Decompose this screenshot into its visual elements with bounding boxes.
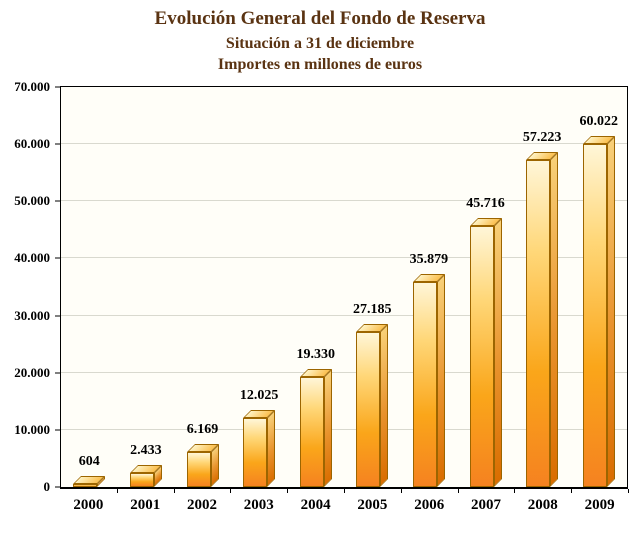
bar-2000: 604 [73,87,106,487]
y-tick-mark [55,200,60,202]
bar-2009: 60.022 [579,87,618,487]
y-tick-label: 10.000 [14,421,50,437]
y-tick-label: 40.000 [14,250,50,266]
x-tick-mark [628,489,629,493]
bar-value-label: 6.169 [186,422,219,437]
x-tick-label-2000: 2000 [73,497,104,513]
bar-value-label: 27.185 [353,302,392,317]
x-tick-label-2002: 2002 [187,497,217,513]
x-tick-mark [116,489,118,493]
y-tick-label: 70.000 [14,79,50,94]
chart-title: Evolución General del Fondo de Reserva [154,8,486,29]
bar-value-label: 35.879 [409,252,449,267]
gridline [61,143,627,145]
x-tick-label-2005: 2005 [357,497,388,513]
chart-subtitle: Situación a 31 de diciembre [225,35,415,52]
bar-front-face [582,144,607,487]
plot-area: 604 2.433 6.169 12.025 19.330 27.185 35.879 45.… [60,86,628,489]
bar-2001: 2.433 [129,87,162,487]
y-tick-mark [55,315,60,317]
bar-2003: 12.025 [240,87,278,487]
bar-side-face [436,274,445,487]
bar-side-face [550,152,559,487]
bar-side-face [606,136,615,487]
bar-chart: 0 10.000 20.000 30.000 40.000 50.000 60.000 70.… [0,79,640,519]
x-tick-mark [344,489,345,493]
gridline [61,428,627,430]
bar-value-label: 604 [78,454,100,469]
y-tick-label: 20.000 [14,364,50,380]
y-tick-label: 0 [43,479,51,494]
bar-side-face [267,410,276,487]
chart-units-note: Importes en millones de euros [217,56,423,73]
bar-value-label: 2.433 [130,443,162,458]
y-tick-mark [55,429,60,431]
y-tick-label: 60.000 [14,136,50,152]
y-tick-mark [55,86,60,88]
bar-2008: 57.223 [523,87,561,487]
gridline [61,200,627,202]
x-tick-label-2003: 2003 [243,497,274,513]
gridline [61,371,627,373]
bar-front-face [299,377,324,487]
x-tick-mark [173,489,175,493]
bar-value-label: 60.022 [579,114,618,129]
x-tick-label-2008: 2008 [527,497,558,513]
y-tick-mark [55,486,60,488]
gridline [61,257,627,259]
bar-2005: 27.185 [353,87,392,487]
y-tick-mark [55,257,60,259]
x-tick-mark [400,489,402,493]
bar-side-face [380,324,389,487]
x-tick-mark [457,489,459,493]
y-tick-label: 30.000 [14,307,50,323]
bar-side-face [493,218,502,487]
bar-front-face [73,484,98,487]
bar-2006: 35.879 [410,87,448,487]
bar-value-label: 12.025 [239,388,279,403]
bar-front-face [356,332,381,487]
y-tick-mark [55,372,60,374]
chart-title-block: Evolución General del Fondo de Reserva S… [0,0,640,74]
bar-front-face [412,282,437,487]
x-tick-mark [514,489,516,493]
x-axis: 2000 2001 2002 2003 2004 2005 2006 2007 2008 2009 [60,489,629,519]
bar-2004: 19.330 [296,87,335,487]
bar-front-face [129,473,154,487]
y-tick-label: 50.000 [14,193,50,209]
bar-front-face [186,452,211,487]
axis-corner [0,489,60,519]
bar-2007: 45.716 [466,87,505,487]
gridline [61,314,627,316]
bar-value-label: 57.223 [522,130,562,145]
x-tick-mark [571,489,573,493]
y-tick-mark [55,143,60,145]
bar-2002: 6.169 [186,87,219,487]
bar-front-face [526,160,551,487]
x-tick-label-2004: 2004 [300,497,331,513]
bar-value-label: 19.330 [296,347,335,362]
bar-side-face [323,369,332,487]
bar-value-label: 45.716 [466,196,505,211]
x-tick-label-2006: 2006 [414,497,445,513]
x-tick-mark [230,489,232,493]
bar-front-face [243,418,268,487]
y-axis: 0 10.000 20.000 30.000 40.000 50.000 60.000 70.… [0,79,60,494]
x-tick-label-2001: 2001 [130,497,161,513]
x-tick-label-2007: 2007 [471,497,501,513]
x-tick-mark [287,489,289,493]
x-tick-label-2009: 2009 [584,497,615,513]
bar-front-face [469,226,494,487]
